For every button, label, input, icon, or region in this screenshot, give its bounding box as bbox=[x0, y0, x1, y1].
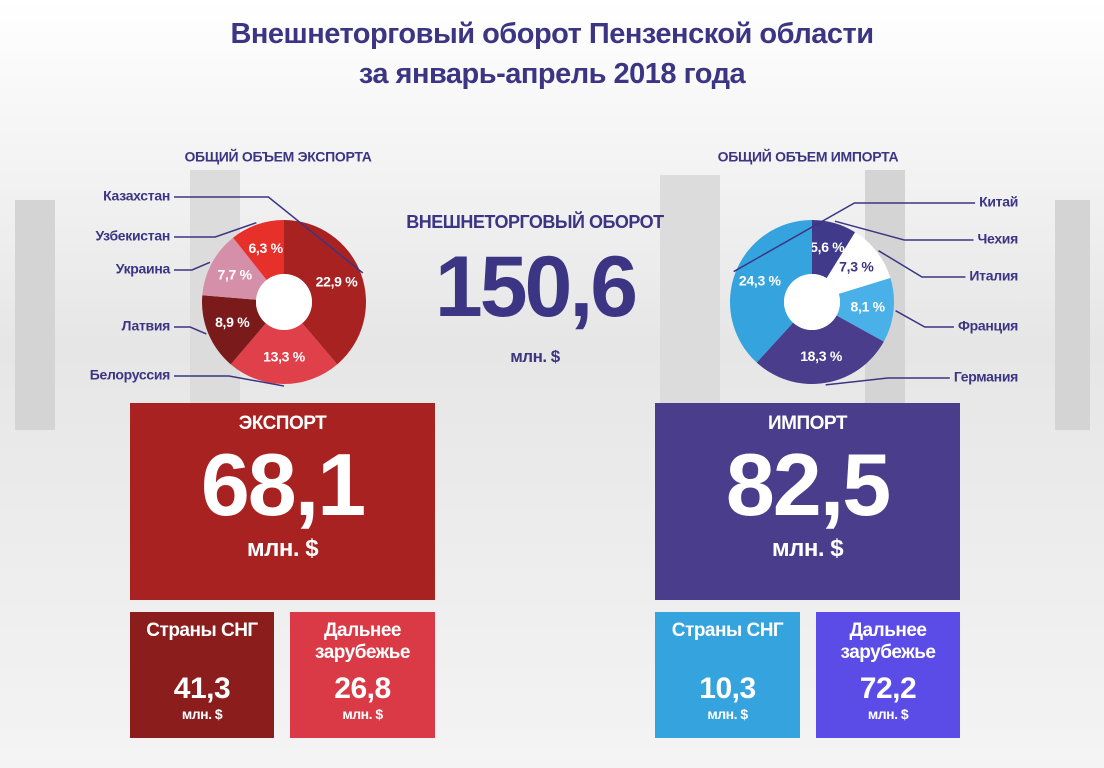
slice bbox=[202, 295, 266, 365]
category-label: Франция bbox=[958, 318, 1018, 334]
center-value: 150,6 bbox=[434, 239, 638, 335]
box-unit: млн. $ bbox=[342, 706, 383, 722]
donut-hole bbox=[784, 274, 840, 330]
leader-line bbox=[174, 375, 285, 387]
leader-line bbox=[878, 250, 966, 278]
category-label: Чехия bbox=[977, 231, 1018, 247]
box-value: 68,1 bbox=[200, 435, 366, 534]
box-unit: млн. $ bbox=[707, 706, 748, 722]
box-unit: млн. $ bbox=[867, 706, 909, 722]
leader-line bbox=[825, 377, 950, 386]
box-label: Дальнее зарубежье bbox=[840, 620, 936, 663]
slice-label: 7,7 % bbox=[217, 266, 252, 282]
center-unit: млн. $ bbox=[510, 347, 560, 366]
box-unit: млн. $ bbox=[181, 706, 223, 722]
category-label: Узбекистан bbox=[95, 228, 170, 244]
box-unit: млн. $ bbox=[246, 535, 319, 562]
leader-line bbox=[174, 261, 211, 271]
bg-building bbox=[1055, 200, 1090, 430]
box-title: ЭКСПОРТ bbox=[238, 413, 327, 434]
slice-label: 22,9 % bbox=[316, 273, 359, 289]
box-value: 26,8 bbox=[334, 672, 391, 705]
box-value: 41,3 bbox=[173, 672, 231, 705]
slice bbox=[729, 219, 812, 363]
slice-label: 5,6 % bbox=[810, 239, 845, 255]
category-label: Украина bbox=[116, 261, 171, 277]
title-line: Внешнеторговый оборот Пензенской области bbox=[230, 18, 874, 50]
donut-hole bbox=[256, 274, 312, 330]
box-title: ИМПОРТ bbox=[768, 413, 847, 434]
slice bbox=[230, 323, 338, 384]
slice-label: 6,3 % bbox=[248, 240, 283, 256]
box-label: Дальнее зарубежье bbox=[315, 620, 410, 663]
import-far: Дальнее зарубежье 72,2 млн. $ bbox=[816, 612, 960, 738]
import-cis: Страны СНГ 10,3 млн. $ bbox=[655, 612, 800, 738]
box-label: Страны СНГ bbox=[671, 620, 784, 641]
slice bbox=[202, 237, 267, 300]
box-unit: млн. $ bbox=[771, 535, 844, 562]
slice bbox=[284, 220, 366, 365]
slice bbox=[836, 278, 894, 342]
leader-line bbox=[174, 221, 257, 238]
title: Внешнеторговый оборот Пензенской области… bbox=[0, 14, 1104, 94]
title-line: за январь-апрель 2018 года bbox=[358, 58, 746, 90]
bg-building bbox=[660, 175, 720, 430]
export-cis: Страны СНГ 41,3 млн. $ bbox=[130, 612, 274, 738]
slice-label: 18,3 % bbox=[800, 348, 843, 364]
leader-line bbox=[174, 196, 364, 274]
slice-label: 8,9 % bbox=[215, 314, 250, 330]
chart-title: ОБЩИЙ ОБЪЕМ ИМПОРТА bbox=[718, 148, 899, 165]
box-value: 72,2 bbox=[859, 672, 917, 705]
category-label: Латвия bbox=[122, 318, 171, 334]
export-box: ЭКСПОРТ 68,1 млн. $ bbox=[130, 403, 435, 600]
category-label: Казахстан bbox=[103, 188, 170, 204]
slice bbox=[756, 315, 884, 385]
category-label: Италия bbox=[969, 268, 1018, 284]
category-label: Китай bbox=[979, 194, 1018, 210]
export-far: Дальнее зарубежье 26,8 млн. $ bbox=[290, 612, 435, 738]
chart-title: ОБЩИЙ ОБЪЕМ ЭКСПОРТА bbox=[184, 148, 371, 165]
leader-line bbox=[895, 310, 954, 328]
slice bbox=[812, 220, 856, 279]
leader-line bbox=[733, 202, 976, 273]
leader-line bbox=[174, 326, 207, 335]
slice-label: 7,3 % bbox=[839, 259, 874, 275]
import-box: ИМПОРТ 82,5 млн. $ bbox=[655, 403, 960, 600]
slice-label: 13,3 % bbox=[263, 349, 306, 365]
slice-label: 8,1 % bbox=[851, 299, 886, 315]
slice bbox=[826, 232, 891, 294]
category-label: Белоруссия bbox=[90, 367, 170, 383]
slice bbox=[233, 220, 284, 281]
slice-label: 24,3 % bbox=[739, 272, 782, 288]
bg-building bbox=[15, 200, 55, 430]
box-label: Страны СНГ bbox=[146, 620, 258, 641]
leader-line bbox=[834, 220, 974, 241]
center-title: ВНЕШНЕТОРГОВЫЙ ОБОРОТ bbox=[406, 212, 664, 232]
box-value: 82,5 bbox=[725, 435, 891, 534]
box-value: 10,3 bbox=[699, 672, 756, 705]
category-label: Германия bbox=[954, 369, 1018, 385]
